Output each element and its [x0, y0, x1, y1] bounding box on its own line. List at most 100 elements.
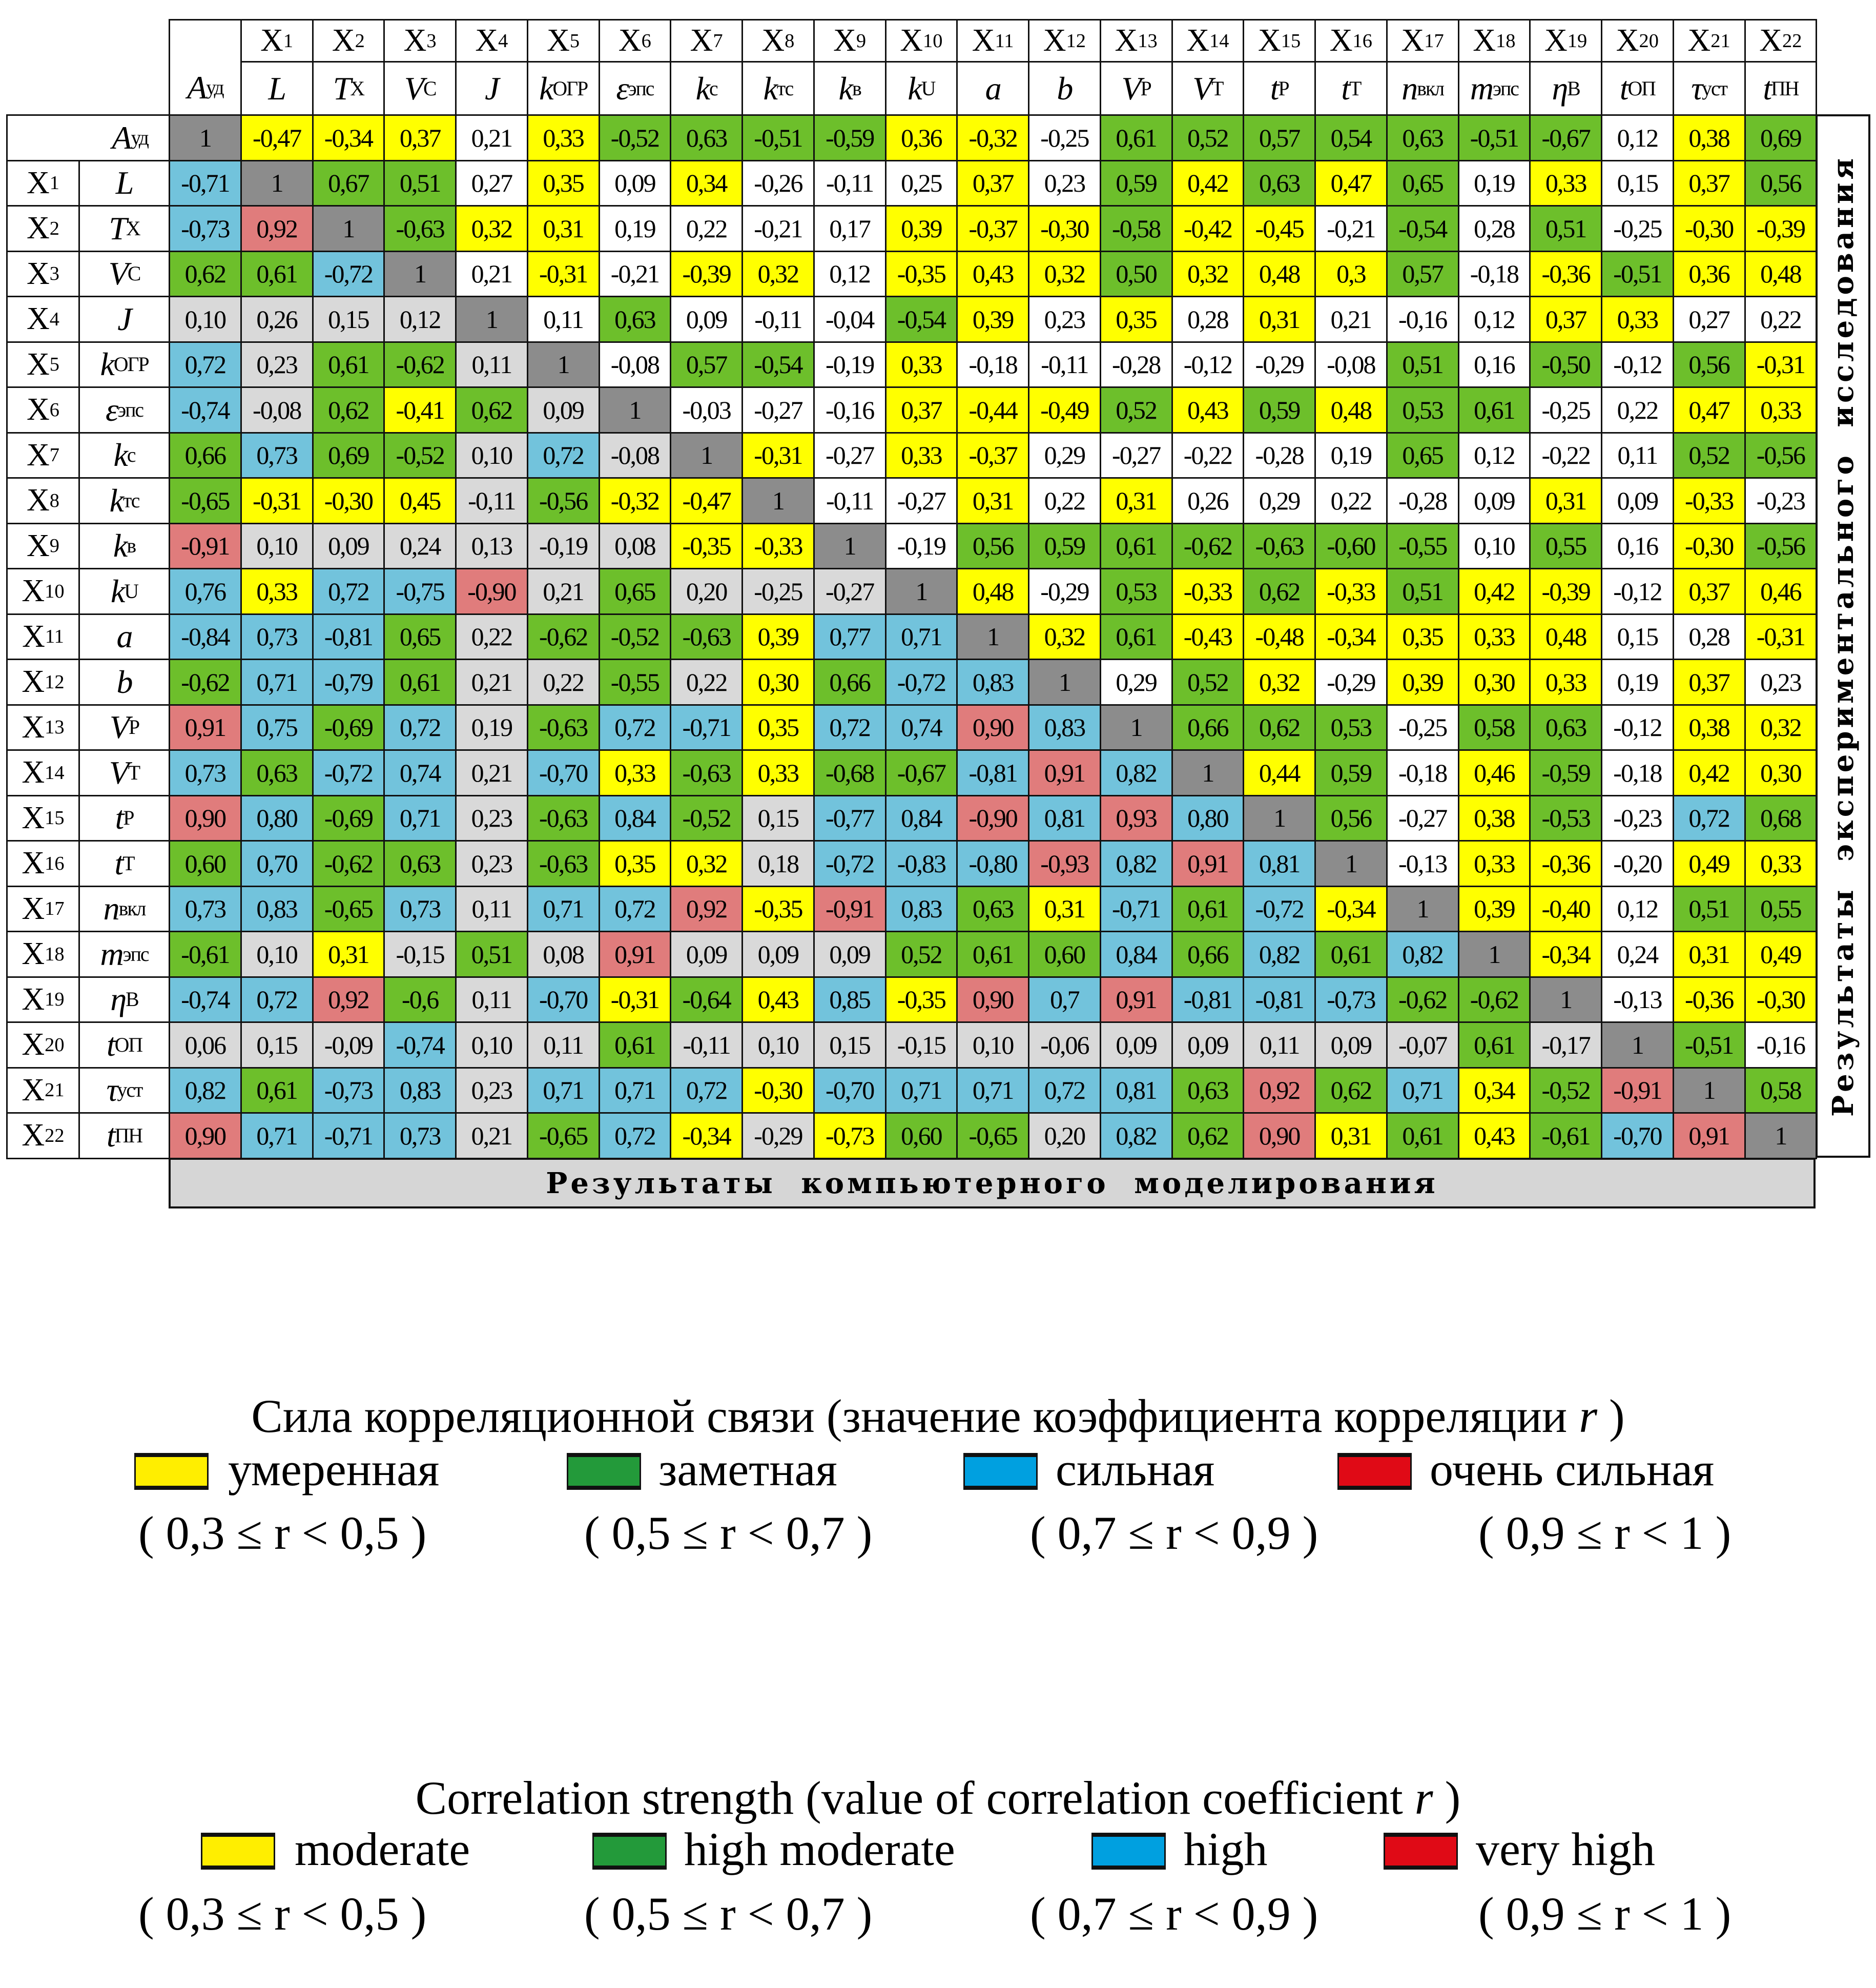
x-index: 15 [45, 807, 65, 829]
matrix-cell: 0,09 [526, 386, 600, 434]
matrix-cell: 0,31 [1314, 1112, 1388, 1159]
column-header-x: X 12 [1028, 19, 1101, 63]
x-index: 21 [45, 1079, 65, 1101]
matrix-cell-diagonal: 1 [1744, 1112, 1818, 1159]
matrix-cell: 0,62 [1314, 1067, 1388, 1114]
matrix-cell: 0,23 [1028, 296, 1101, 343]
symbol-base: t [1341, 70, 1350, 107]
x-index: 12 [45, 671, 65, 693]
matrix-cell: 0,71 [1386, 1067, 1459, 1114]
matrix-cell: 0,19 [1457, 159, 1531, 207]
matrix-cell: 0,76 [169, 568, 242, 615]
matrix-cell: 0,39 [741, 613, 815, 660]
x-prefix: X [22, 709, 45, 745]
symbol-base: k [110, 572, 125, 609]
x-index: 12 [1066, 30, 1086, 52]
x-index: 9 [49, 535, 59, 557]
matrix-cell: -0,54 [741, 341, 815, 388]
matrix-cell: 0,09 [1171, 1021, 1245, 1069]
symbol-base: t [1763, 70, 1772, 107]
row-header-symbol: k тс [78, 477, 170, 524]
matrix-cell: 0,23 [1744, 659, 1818, 706]
matrix-cell: 0,61 [1171, 885, 1245, 932]
x-prefix: X [22, 755, 45, 790]
row-header-symbol: ε эпс [78, 386, 170, 434]
x-index: 16 [1352, 30, 1372, 52]
legend-range: ( 0,9 ≤ r < 1 ) [1478, 1507, 1731, 1559]
matrix-cell: 0,23 [455, 840, 528, 887]
x-index: 11 [45, 626, 64, 648]
matrix-cell: 0,09 [312, 522, 385, 569]
matrix-cell: 0,59 [1028, 522, 1101, 569]
matrix-cell: 0,56 [1314, 794, 1388, 842]
matrix-cell: -0,28 [1099, 341, 1173, 388]
matrix-cell: -0,81 [1171, 976, 1245, 1023]
column-header-symbol: m эпс [1457, 61, 1531, 116]
matrix-cell: -0,29 [741, 1112, 815, 1159]
matrix-cell: 0,42 [1171, 159, 1245, 207]
matrix-cell: -0,63 [670, 749, 743, 796]
matrix-cell: -0,77 [813, 794, 887, 842]
x-index: 22 [45, 1124, 65, 1146]
matrix-cell: 0,84 [884, 794, 958, 842]
matrix-cell: 0,74 [383, 749, 457, 796]
matrix-cell: 0,12 [1457, 432, 1531, 479]
matrix-cell: 0,91 [1028, 749, 1101, 796]
matrix-cell: 0,10 [169, 296, 242, 343]
symbol-base: V [1192, 70, 1212, 107]
matrix-cell: 0,12 [1457, 296, 1531, 343]
symbol-base: ε [105, 391, 118, 428]
matrix-cell: -0,30 [741, 1067, 815, 1114]
x-index: 3 [426, 30, 437, 52]
x-prefix: X [22, 1027, 45, 1062]
matrix-cell: -0,30 [1744, 976, 1818, 1023]
matrix-cell: 0,10 [240, 522, 314, 569]
matrix-cell: -0,63 [383, 205, 457, 252]
x-prefix: X [260, 23, 283, 58]
matrix-cell: -0,25 [1601, 205, 1674, 252]
x-prefix: X [1329, 23, 1353, 58]
symbol-base: V [109, 709, 130, 746]
matrix-cell: -0,22 [1529, 432, 1602, 479]
matrix-cell: 0,31 [1099, 477, 1173, 524]
x-index: 14 [45, 762, 65, 784]
matrix-cell: 0,71 [240, 1112, 314, 1159]
matrix-cell: 0,21 [455, 114, 528, 161]
matrix-cell-diagonal: 1 [598, 386, 672, 434]
legend-en-title-close: ) [1445, 1772, 1461, 1824]
matrix-cell: 0,08 [598, 522, 672, 569]
matrix-cell: 0,12 [383, 296, 457, 343]
matrix-cell-diagonal: 1 [1243, 794, 1316, 842]
row-header-symbol: k ОГР [78, 341, 170, 388]
x-index: 8 [49, 489, 59, 511]
symbol-subscript: в [127, 535, 136, 558]
x-prefix: X [900, 23, 923, 58]
matrix-cell: -0,35 [670, 522, 743, 569]
matrix-cell: -0,32 [956, 114, 1029, 161]
matrix-cell: 0,39 [884, 205, 958, 252]
matrix-cell: 0,16 [1457, 341, 1531, 388]
matrix-cell: -0,19 [526, 522, 600, 569]
symbol-subscript: тс [776, 77, 794, 100]
matrix-cell: 0,66 [1171, 704, 1245, 751]
matrix-cell: 0,92 [312, 976, 385, 1023]
legend-swatch-very-high [1337, 1453, 1412, 1490]
matrix-cell: 0,82 [1386, 931, 1459, 978]
matrix-cell: 0,15 [312, 296, 385, 343]
row-header-x: X 19 [6, 976, 80, 1023]
matrix-cell: -0,30 [1672, 522, 1746, 569]
matrix-cell: -0,50 [1529, 341, 1602, 388]
matrix-cell-diagonal: 1 [312, 205, 385, 252]
row-header-x: X 10 [6, 568, 80, 615]
symbol-base: V [109, 754, 129, 791]
x-prefix: X [1473, 23, 1496, 58]
matrix-cell: 0,83 [1028, 704, 1101, 751]
matrix-cell: 0,21 [455, 749, 528, 796]
matrix-cell: -0,27 [884, 477, 958, 524]
